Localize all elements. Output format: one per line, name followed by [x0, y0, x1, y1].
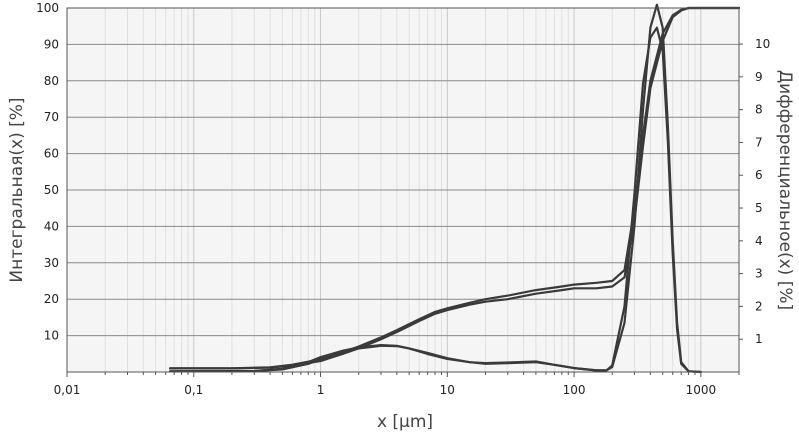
y-right-tick-label: 8 [755, 103, 763, 117]
x-tick-label: 1000 [686, 383, 717, 397]
y-left-tick-label: 100 [36, 1, 59, 15]
y-left-tick-label: 10 [44, 329, 59, 343]
series-line-differential-4 [169, 26, 702, 374]
y-right-axis-title: Дифференциальное(x) [%] [775, 70, 795, 310]
series-line-integral-2 [169, 6, 741, 370]
x-tick-label: 0,01 [54, 383, 81, 397]
plot-area-border [66, 7, 740, 373]
y-left-tick-label: 60 [44, 147, 59, 161]
x-tick-label: 100 [563, 383, 586, 397]
y-right-tick-label: 3 [755, 267, 763, 281]
y-right-tick-label: 1 [755, 332, 763, 346]
x-tick-label: 1 [317, 383, 325, 397]
y-right-tick-label: 4 [755, 234, 763, 248]
x-tick-label: 10 [440, 383, 455, 397]
y-left-tick-label: 80 [44, 74, 59, 88]
x-tick-label: 0,1 [184, 383, 203, 397]
y-right-tick-label: 2 [755, 299, 763, 313]
y-left-tick-label: 50 [44, 183, 59, 197]
y-right-tick-label: 10 [755, 37, 770, 51]
x-axis-title: x [µm] [377, 412, 433, 432]
y-right-axis-ticks: 1 2 3 4 5 6 7 8 9 10 [739, 37, 770, 346]
y-left-axis-title: Интегральная(x) [%] [7, 97, 27, 282]
y-left-tick-label: 30 [44, 256, 59, 270]
y-left-axis-ticks: 10 20 30 40 50 60 70 80 90 100 [36, 1, 59, 343]
y-left-tick-label: 20 [44, 292, 59, 306]
y-left-tick-label: 70 [44, 110, 59, 124]
x-axis-ticks: 0,01 0,1 1 10 100 1000 [54, 372, 740, 397]
y-right-tick-label: 5 [755, 201, 763, 215]
y-left-tick-label: 90 [44, 37, 59, 51]
y-right-tick-label: 6 [755, 168, 763, 182]
y-right-tick-label: 7 [755, 135, 763, 149]
series-layer [169, 3, 741, 374]
y-left-tick-label: 40 [44, 219, 59, 233]
y-right-tick-label: 9 [755, 70, 763, 84]
